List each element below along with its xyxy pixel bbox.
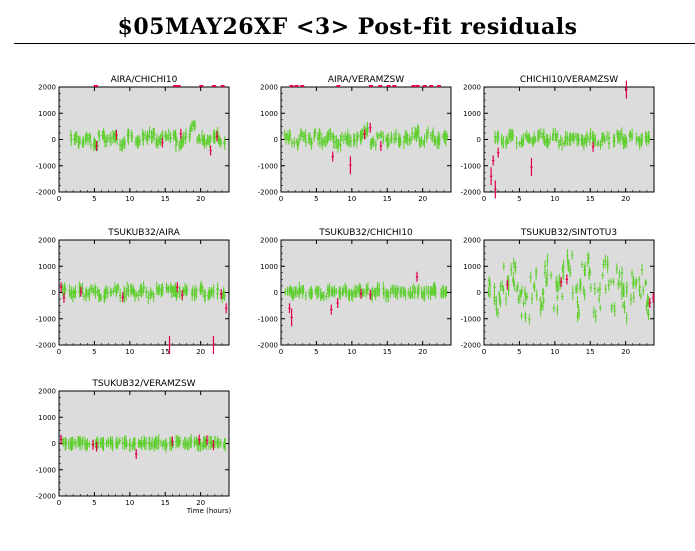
x-tick-label: 5 <box>517 348 521 356</box>
x-tick-label: 10 <box>347 195 356 203</box>
x-tick-label: 20 <box>196 499 205 507</box>
x-tick-label: 5 <box>314 348 318 356</box>
y-tick-label: 2000 <box>260 237 278 245</box>
x-tick-label: 20 <box>418 348 427 356</box>
x-tick-label: 0 <box>482 195 486 203</box>
x-tick-label: 10 <box>550 195 559 203</box>
x-tick-label: 0 <box>57 195 61 203</box>
x-tick-label: 15 <box>586 348 595 356</box>
x-tick-label: 10 <box>125 195 134 203</box>
y-tick-label: -1000 <box>36 466 56 474</box>
plot-area <box>280 86 452 193</box>
chart-title: TSUKUB32/VERAMZSW <box>91 379 195 389</box>
x-tick-label: 0 <box>279 195 283 203</box>
y-tick-label: 1000 <box>463 110 481 118</box>
x-tick-label: 15 <box>383 195 392 203</box>
y-tick-label: 1000 <box>38 263 56 271</box>
x-tick-label: 0 <box>57 348 61 356</box>
y-tick-label: -1000 <box>461 162 481 170</box>
y-tick-label: 1000 <box>38 110 56 118</box>
y-tick-label: 2000 <box>463 84 481 92</box>
x-tick-label: 15 <box>161 499 170 507</box>
chart-panel: AIRA/VERAMZSW 0 5 10 15 20 -2000 -1000 0 1000 2000 <box>258 75 452 203</box>
x-tick-label: 0 <box>279 348 283 356</box>
x-tick-label: 15 <box>161 348 170 356</box>
y-tick-label: 0 <box>477 289 481 297</box>
y-tick-label: 1000 <box>463 263 481 271</box>
x-tick-label: 5 <box>92 195 96 203</box>
page-title: $05MAY26XF <3> Post-fit residuals <box>117 14 578 40</box>
y-tick-label: -1000 <box>258 162 278 170</box>
chart-title: TSUKUB32/CHICHI10 <box>318 228 413 238</box>
chart-panel: TSUKUB32/VERAMZSW 0 5 10 15 20 -2000 -1000 0 1000… <box>36 379 232 515</box>
chart-panel: AIRA/CHICHI10 0 5 10 15 20 -2000 -1000 0 1000 2000 <box>36 75 230 203</box>
y-tick-label: 0 <box>52 440 56 448</box>
plot-area <box>483 239 655 346</box>
x-tick-label: 0 <box>482 348 486 356</box>
y-tick-label: -2000 <box>36 189 56 197</box>
y-tick-label: 2000 <box>463 237 481 245</box>
chart-title: TSUKUB32/AIRA <box>107 228 180 238</box>
x-tick-label: 15 <box>383 348 392 356</box>
title-divider <box>14 43 695 44</box>
y-tick-label: -2000 <box>461 189 481 197</box>
x-tick-label: 5 <box>92 499 96 507</box>
y-tick-label: 1000 <box>260 110 278 118</box>
y-tick-label: 0 <box>52 136 56 144</box>
y-tick-label: -1000 <box>36 315 56 323</box>
y-tick-label: -2000 <box>258 342 278 350</box>
chart-panel: CHICHI10/VERAMZSW 0 5 10 15 20 -2000 -1000 0 1000… <box>461 75 655 203</box>
y-tick-label: -1000 <box>461 315 481 323</box>
chart-title: TSUKUB32/SINTOTU3 <box>520 228 617 238</box>
x-tick-label: 20 <box>418 195 427 203</box>
x-tick-label: 20 <box>196 195 205 203</box>
chart-title: CHICHI10/VERAMZSW <box>520 75 618 85</box>
x-tick-label: 10 <box>125 499 134 507</box>
x-tick-label: 5 <box>92 348 96 356</box>
x-tick-label: 10 <box>347 348 356 356</box>
y-tick-label: 1000 <box>260 263 278 271</box>
y-tick-label: 0 <box>274 289 278 297</box>
y-tick-label: 2000 <box>38 237 56 245</box>
x-tick-label: 5 <box>314 195 318 203</box>
y-tick-label: -2000 <box>36 493 56 501</box>
x-tick-label: 15 <box>161 195 170 203</box>
x-tick-label: 20 <box>621 195 630 203</box>
chart-panel: TSUKUB32/SINTOTU3 0 5 10 15 20 -2000 -1000 0 1000… <box>461 228 655 356</box>
y-tick-label: 2000 <box>38 388 56 396</box>
y-tick-label: 0 <box>477 136 481 144</box>
chart-panel: TSUKUB32/AIRA 0 5 10 15 20 -2000 -1000 0 1000 2000 <box>36 228 230 356</box>
y-tick-label: 1000 <box>38 414 56 422</box>
y-tick-label: -2000 <box>36 342 56 350</box>
y-tick-label: 2000 <box>260 84 278 92</box>
x-tick-label: 20 <box>621 348 630 356</box>
x-tick-label: 10 <box>125 348 134 356</box>
y-tick-label: 2000 <box>38 84 56 92</box>
x-tick-label: 0 <box>57 499 61 507</box>
chart-panel: TSUKUB32/CHICHI10 0 5 10 15 20 -2000 -1000 0 1000… <box>258 228 452 356</box>
x-tick-label: 15 <box>586 195 595 203</box>
y-tick-label: -1000 <box>36 162 56 170</box>
y-tick-label: -2000 <box>258 189 278 197</box>
y-tick-label: -1000 <box>258 315 278 323</box>
y-tick-label: -2000 <box>461 342 481 350</box>
chart-title: AIRA/VERAMZSW <box>328 75 404 85</box>
y-tick-label: 0 <box>52 289 56 297</box>
x-tick-label: 20 <box>196 348 205 356</box>
chart-title: AIRA/CHICHI10 <box>111 75 178 85</box>
x-tick-label: 10 <box>550 348 559 356</box>
x-axis-title: Time (hours) <box>186 507 232 515</box>
y-tick-label: 0 <box>274 136 278 144</box>
x-tick-label: 5 <box>517 195 521 203</box>
